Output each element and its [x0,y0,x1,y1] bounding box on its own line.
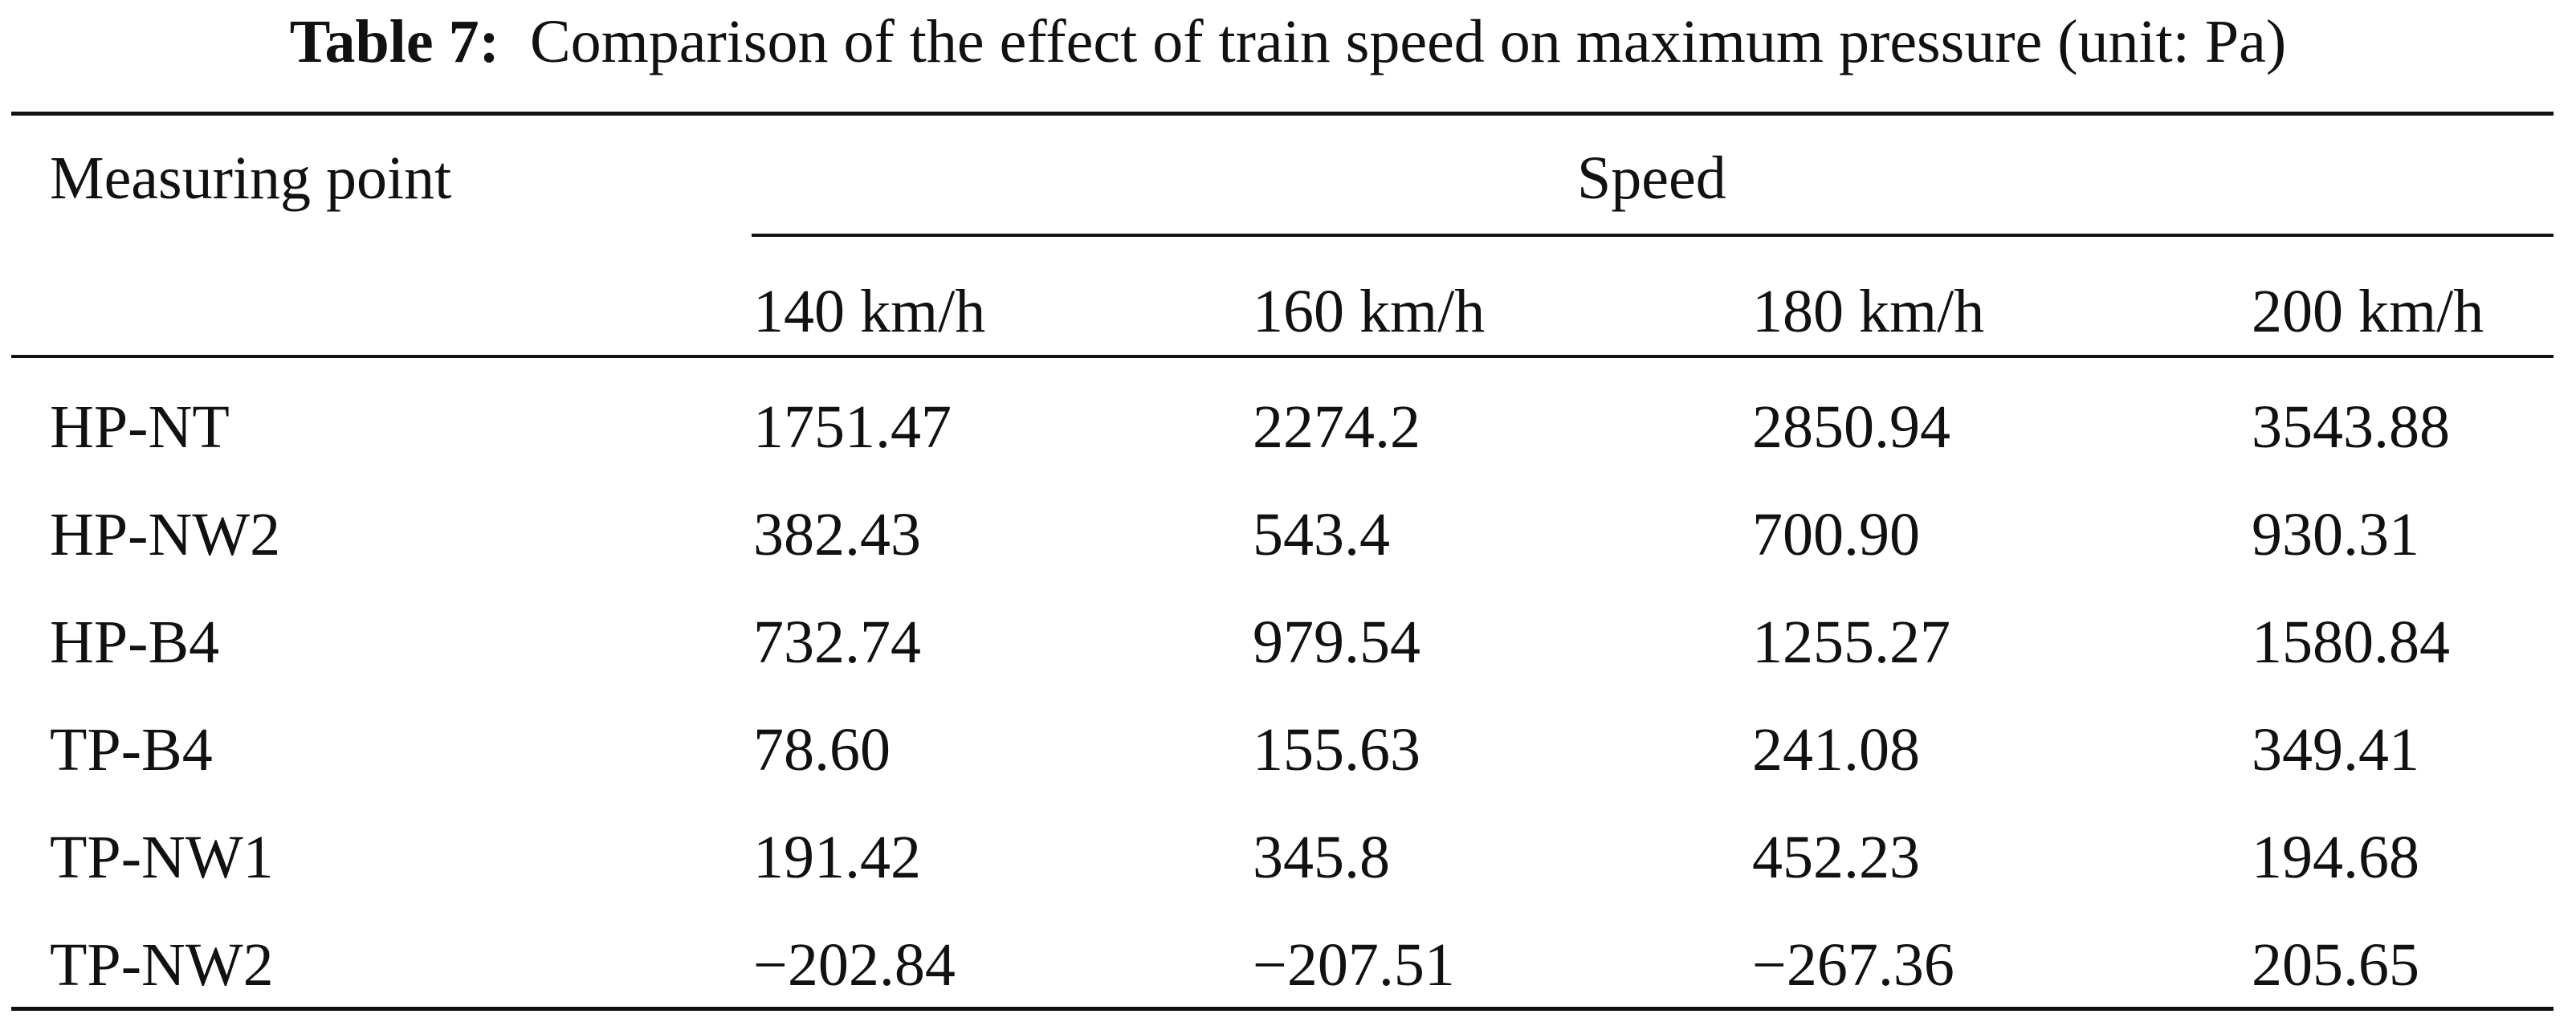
table-cell: 2274.2 [1253,393,1420,461]
table-cell: 979.54 [1253,609,1420,676]
table-cell: 205.65 [2252,931,2419,999]
top-rule [11,112,2554,116]
table-cell: −207.51 [1253,931,1455,999]
table-cell: 78.60 [753,716,891,784]
column-header-200: 200 km/h [2252,278,2484,345]
row-label: HP-B4 [50,609,220,676]
column-header-180: 180 km/h [1752,278,1985,345]
row-label: HP-NW2 [50,501,281,568]
row-label: TP-NW1 [50,824,274,891]
table-cell: 732.74 [753,609,921,676]
group-header-speed: Speed [1577,145,1726,212]
row-label: TP-B4 [50,716,213,784]
table-cell: 2850.94 [1752,393,1950,461]
table-cell: 241.08 [1752,716,1920,784]
row-label: HP-NT [50,393,230,461]
table-cell: 930.31 [2252,501,2419,568]
table-cell: −267.36 [1752,931,1954,999]
column-header-140: 140 km/h [753,278,986,345]
table-cell: 1580.84 [2252,609,2450,676]
table-cell: −202.84 [753,931,956,999]
table-cell: 349.41 [2252,716,2419,784]
table-cell: 1255.27 [1752,609,1950,676]
table-cell: 191.42 [753,824,921,891]
row-header-measuring-point: Measuring point [50,145,452,212]
table-cell: 382.43 [753,501,921,568]
row-label: TP-NW2 [50,931,274,999]
header-bottom-rule [11,355,2554,358]
table-cell: 452.23 [1752,824,1920,891]
table-title: Comparison of the effect of train speed … [529,8,2287,75]
table-cell: 345.8 [1253,824,1390,891]
table-cell: 700.90 [1752,501,1920,568]
table-cell: 194.68 [2252,824,2419,891]
table-cell: 155.63 [1253,716,1420,784]
speed-group-rule [752,234,2554,237]
table-number: Table 7: [289,8,499,75]
table-cell: 1751.47 [753,393,952,461]
table-cell: 543.4 [1253,501,1390,568]
table-cell: 3543.88 [2252,393,2450,461]
table-caption: Table 7: Comparison of the effect of tra… [0,5,2576,79]
bottom-rule [11,1007,2554,1011]
column-header-160: 160 km/h [1253,278,1486,345]
